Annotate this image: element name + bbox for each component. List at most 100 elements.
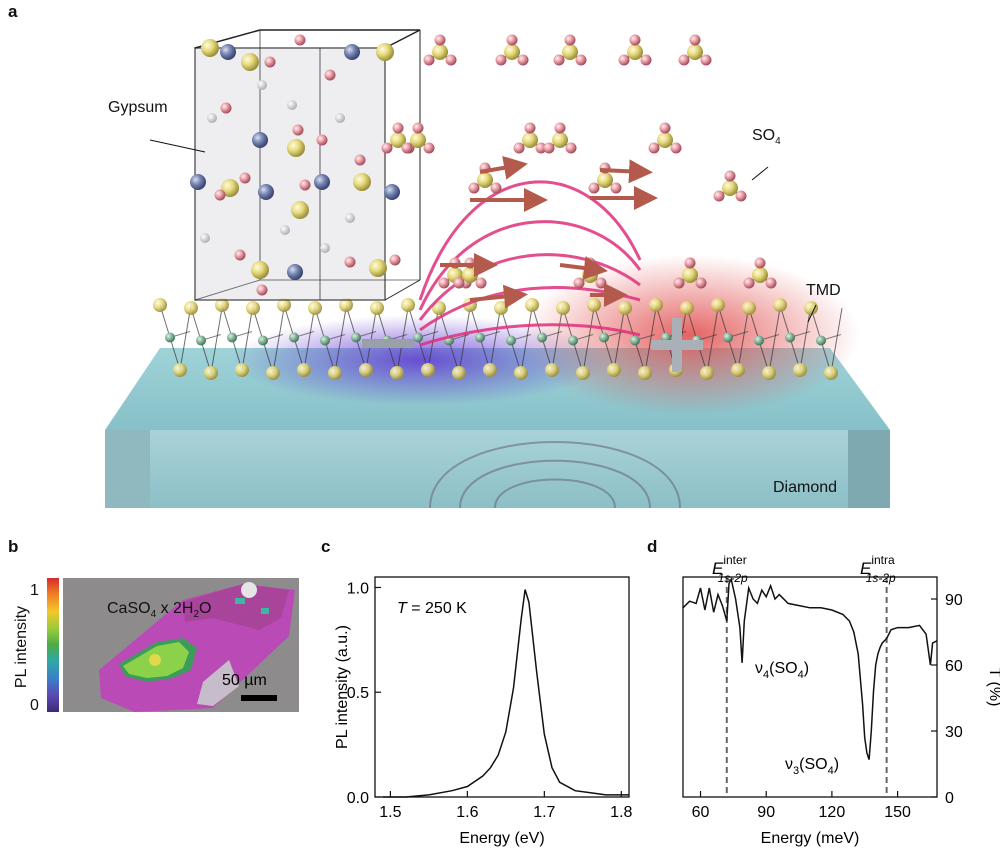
tmd-chalcogen-atom (793, 363, 807, 377)
tmd-chalcogen-atom (762, 366, 776, 380)
tmd-chalcogen-atom (297, 363, 311, 377)
gypsum-atom (353, 173, 371, 191)
tmd-metal-atom (351, 333, 361, 343)
so4-molecule (544, 123, 577, 154)
tmd-chalcogen-atom (401, 298, 415, 312)
gypsum-atom (207, 113, 217, 123)
nu4-paren: (SO (769, 660, 797, 677)
pl-colorbar (47, 578, 59, 712)
tmd-chalcogen-atom (483, 363, 497, 377)
panel-c-letter: c (321, 537, 330, 557)
colorbar-min-label: 0 (30, 697, 39, 715)
x-tick-label: 1.8 (610, 804, 632, 821)
gypsum-atom (317, 135, 328, 146)
pl-xlabel: Energy (eV) (459, 830, 544, 847)
so4-molecule (619, 35, 652, 66)
nu3-end: ) (834, 756, 839, 773)
tmd-chalcogen-atom (607, 363, 621, 377)
x-tick-label: 1.7 (533, 804, 555, 821)
tmd-chalcogen-atom (494, 301, 508, 315)
transmission-line (683, 579, 937, 759)
pl-ylabel: PL intensity (a.u.) (334, 625, 351, 749)
tmd-chalcogen-atom (545, 363, 559, 377)
formula-part-3: O (199, 600, 211, 617)
gypsum-atom (314, 174, 330, 190)
tmd-chalcogen-atom (649, 298, 663, 312)
tmd-metal-atom (537, 333, 547, 343)
pl-map-drawing (63, 578, 299, 712)
gypsum-atom (280, 225, 290, 235)
transmission-ylabel: T (%) (986, 668, 1000, 707)
gypsum-atom (220, 44, 236, 60)
panel-b-letter: b (8, 537, 18, 557)
gypsum-atom (376, 43, 394, 61)
gypsum-atom (300, 180, 311, 191)
formula-part-2: x 2H (156, 600, 193, 617)
tmd-chalcogen-atom (514, 366, 528, 380)
gypsum-unit-cell (195, 30, 420, 300)
gypsum-atom (257, 285, 268, 296)
formula-part-1: CaSO (107, 600, 151, 617)
gypsum-atom (291, 201, 309, 219)
transmission-chart: 60901201500306090 Energy (meV) T (%) Ein… (650, 540, 1000, 849)
y-tick-label: 60 (945, 658, 963, 675)
so4-molecule (402, 123, 435, 154)
gypsum-atom (251, 261, 269, 279)
x-tick-label: 150 (884, 804, 911, 821)
gypsum-atom (344, 44, 360, 60)
tmd-chalcogen-atom (359, 363, 373, 377)
nu4-symbol: ν (755, 660, 763, 677)
gypsum-atom (287, 264, 303, 280)
gypsum-atom (240, 173, 251, 184)
tmd-metal-atom (630, 336, 640, 346)
tmd-metal-atom (196, 336, 206, 346)
tmd-chalcogen-atom (328, 366, 342, 380)
so4-leader-line (752, 167, 768, 180)
gypsum-atom (287, 139, 305, 157)
tmd-chalcogen-atom (235, 363, 249, 377)
x-tick-label: 60 (692, 804, 710, 821)
nu3-label: ν3(SO4) (785, 756, 839, 777)
colorbar-title: PL intensity (13, 595, 31, 699)
gypsum-atom (293, 125, 304, 136)
temperature-value: = 250 K (407, 600, 467, 617)
tmd-chalcogen-atom (266, 366, 280, 380)
marker-intra-sup: intra (871, 553, 895, 567)
so4-molecule (649, 123, 682, 154)
tmd-metal-atom (227, 333, 237, 343)
nu3-symbol: ν (785, 756, 793, 773)
tmd-metal-atom (599, 333, 609, 343)
scalebar (241, 695, 277, 701)
so4-molecule (679, 35, 712, 66)
panel-a-illustration (0, 0, 1000, 510)
tmd-chalcogen-atom (576, 366, 590, 380)
tmd-chalcogen-atom (204, 366, 218, 380)
x-tick-label: 1.6 (456, 804, 478, 821)
so4-molecule (424, 35, 457, 66)
marker-inter-sub: 1s-2p (718, 571, 748, 585)
so4-molecule (714, 171, 747, 202)
x-tick-label: 120 (819, 804, 846, 821)
so4-molecule (554, 35, 587, 66)
colorbar-max-label: 1 (30, 582, 39, 600)
gypsum-atom (345, 257, 356, 268)
gypsum-atom (252, 132, 268, 148)
tmd-chalcogen-atom (618, 301, 632, 315)
so4-label-sub: 4 (775, 136, 781, 147)
tmd-metal-atom (258, 336, 268, 346)
minus-sign (362, 339, 414, 348)
tmd-chalcogen-atom (742, 301, 756, 315)
gypsum-atom (287, 100, 297, 110)
tmd-chalcogen-atom (711, 298, 725, 312)
gypsum-atom (241, 53, 259, 71)
tmd-chalcogen-atom (308, 301, 322, 315)
scalebar-label: 50 µm (222, 672, 267, 690)
gypsum-atom (190, 174, 206, 190)
tmd-metal-atom (723, 333, 733, 343)
y-tick-label: 30 (945, 724, 963, 741)
tmd-metal-atom (475, 333, 485, 343)
y-tick-label: 0 (945, 790, 954, 807)
gypsum-atom (345, 213, 355, 223)
tmd-chalcogen-atom (700, 366, 714, 380)
tmd-label: TMD (806, 282, 841, 300)
